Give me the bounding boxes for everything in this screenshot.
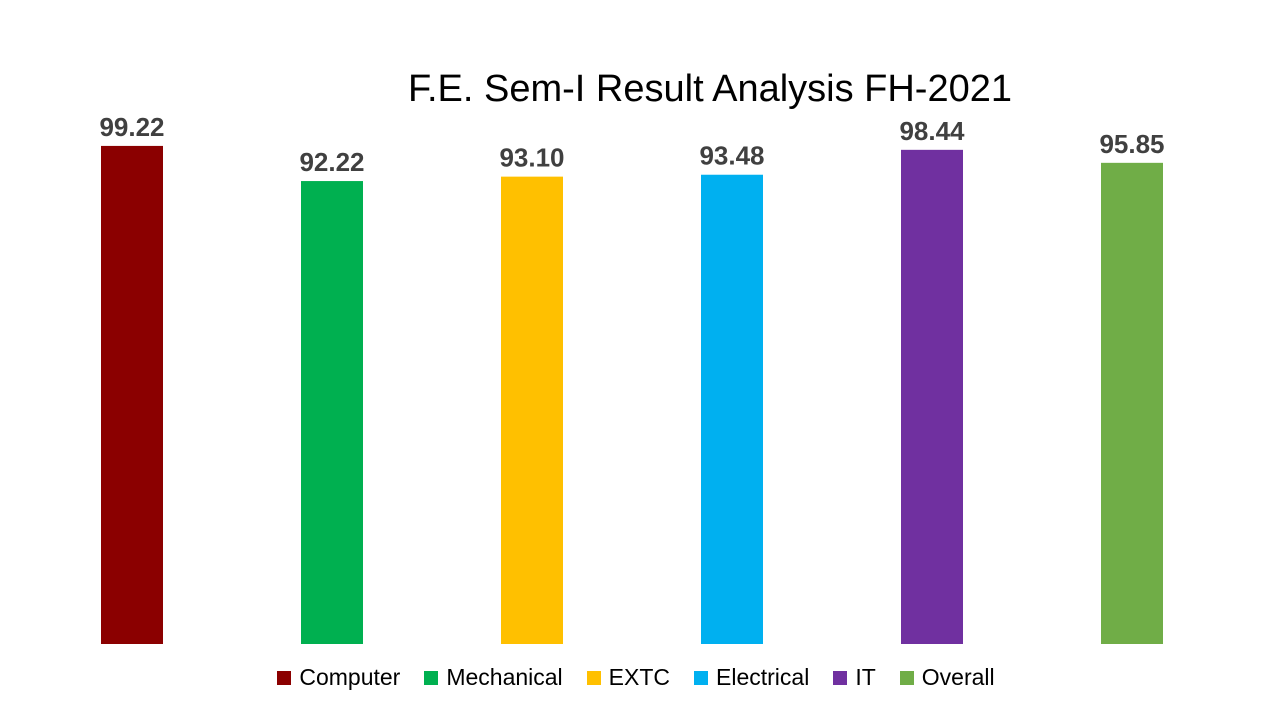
legend-swatch-mechanical [424,670,439,685]
legend-item-mechanical: Mechanical [424,664,563,691]
legend-label-extc: EXTC [608,664,671,690]
legend-label-electrical: Electrical [716,664,810,690]
bar-extc [501,176,563,644]
legend-label-computer: Computer [299,664,401,690]
data-label-extc: 93.10 [499,143,564,173]
legend-item-it: IT [833,664,876,691]
data-label-computer: 99.22 [99,112,164,142]
data-label-overall: 95.85 [1099,129,1164,159]
legend-item-overall: Overall [899,664,995,691]
legend-swatch-overall [899,670,914,685]
bar-computer [101,145,163,645]
data-label-mechanical: 92.22 [299,147,364,177]
bar-it [901,149,963,644]
legend-swatch-computer [277,670,292,685]
legend-item-extc: EXTC [586,664,671,691]
legend-item-electrical: Electrical [694,664,809,691]
legend-swatch-electrical [694,670,709,685]
legend-label-it: IT [855,664,876,690]
bar-mechanical [301,181,363,644]
data-label-electrical: 93.48 [699,141,764,171]
legend-swatch-extc [586,670,601,685]
data-label-it: 98.44 [899,116,965,146]
bar-electrical [701,174,763,644]
legend-label-mechanical: Mechanical [446,664,563,690]
legend-label-overall: Overall [921,664,995,690]
legend-item-computer: Computer [277,664,400,691]
chart-title: F.E. Sem-I Result Analysis FH-2021 [408,68,1012,110]
bar-overall [1101,162,1163,644]
legend-swatch-it [833,670,848,685]
chart-legend: Computer Mechanical EXTC Electrical IT Overal… [0,664,1272,691]
